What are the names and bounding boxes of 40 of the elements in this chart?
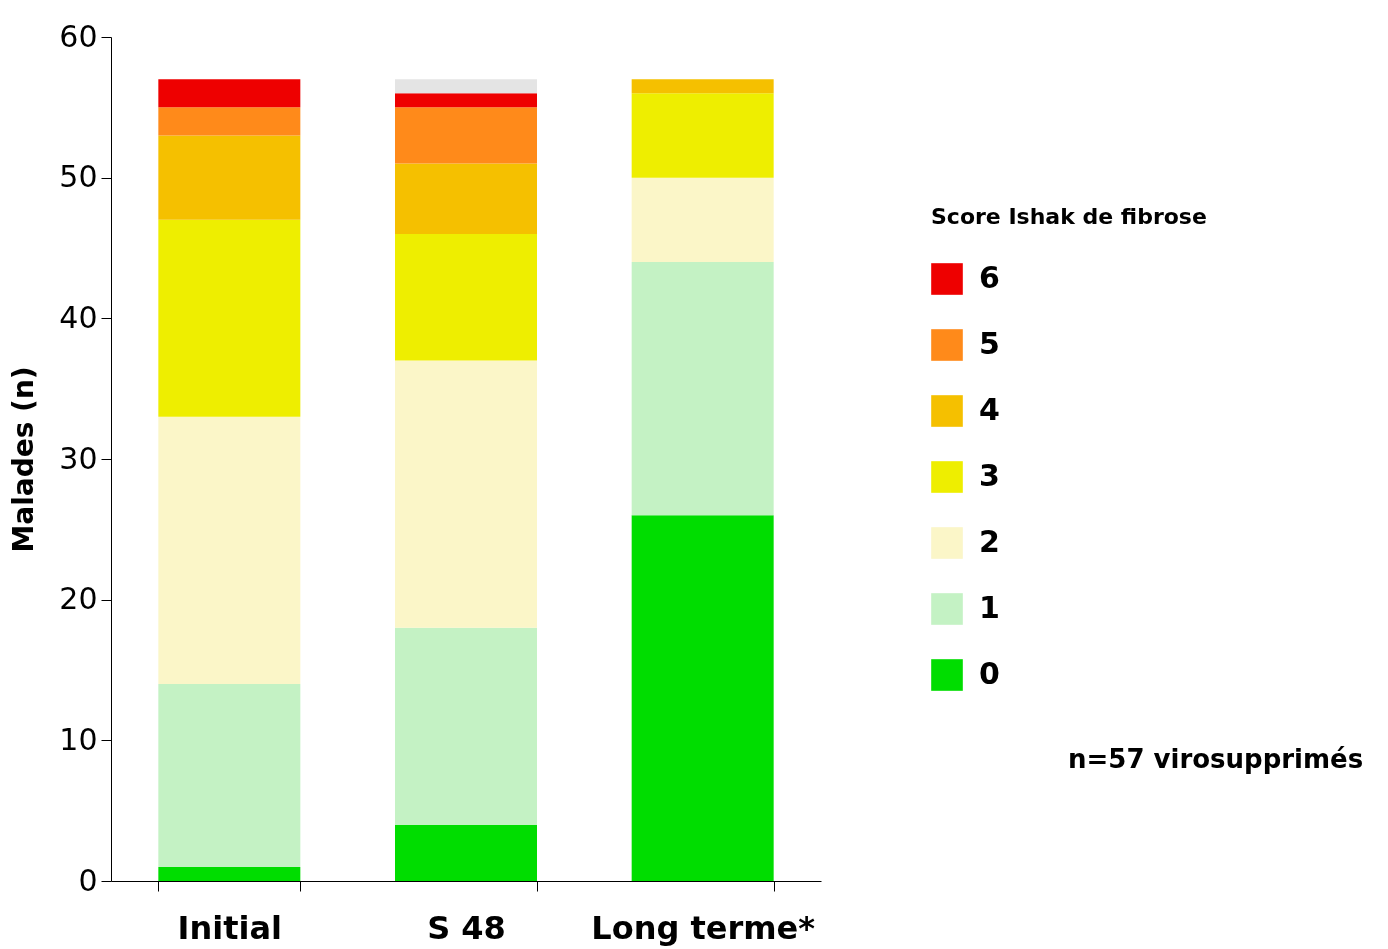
bar: [631, 515, 774, 881]
legend-label: 4: [979, 392, 1000, 427]
bar: [158, 866, 301, 881]
bar: [631, 79, 774, 94]
x-tick-label: Long terme*: [591, 908, 816, 947]
y-tick-label: 10: [59, 721, 98, 757]
bar: [158, 79, 301, 108]
text: n=57 virosupprimés: [1068, 744, 1364, 774]
y-tick-label: 50: [59, 159, 98, 195]
y-tick-label: 30: [59, 440, 98, 476]
legend-title: Score Ishak de fibrose: [931, 204, 1207, 229]
legend-label: 6: [979, 260, 1000, 295]
bar: [395, 79, 537, 94]
bar: [158, 416, 301, 685]
legend-label: 5: [979, 326, 1000, 361]
y-tick-label: 40: [59, 299, 98, 335]
legend-label: 1: [979, 590, 1000, 625]
bar: [631, 262, 774, 516]
legend-label: 2: [979, 524, 1000, 559]
bar: [631, 93, 774, 178]
y-tick-label: 60: [59, 18, 98, 54]
bar: [395, 824, 537, 881]
bar: [158, 135, 301, 220]
legend-label: 3: [979, 458, 1000, 493]
bar: [395, 627, 537, 825]
bar: [395, 93, 537, 108]
bar: [395, 360, 537, 628]
bar: [395, 107, 537, 164]
bar: [158, 107, 301, 136]
bar: [395, 163, 537, 234]
legend-label: 0: [979, 656, 1000, 691]
bar: [631, 177, 774, 263]
x-tick-label: S 48: [427, 908, 506, 947]
y-axis-title: Malades (n): [7, 366, 41, 553]
bar: [158, 684, 301, 867]
y-tick-label: 0: [78, 862, 98, 898]
bar: [395, 233, 537, 361]
x-tick-label: Initial: [177, 908, 283, 947]
bar: [158, 219, 301, 417]
y-tick-label: 20: [59, 581, 98, 617]
